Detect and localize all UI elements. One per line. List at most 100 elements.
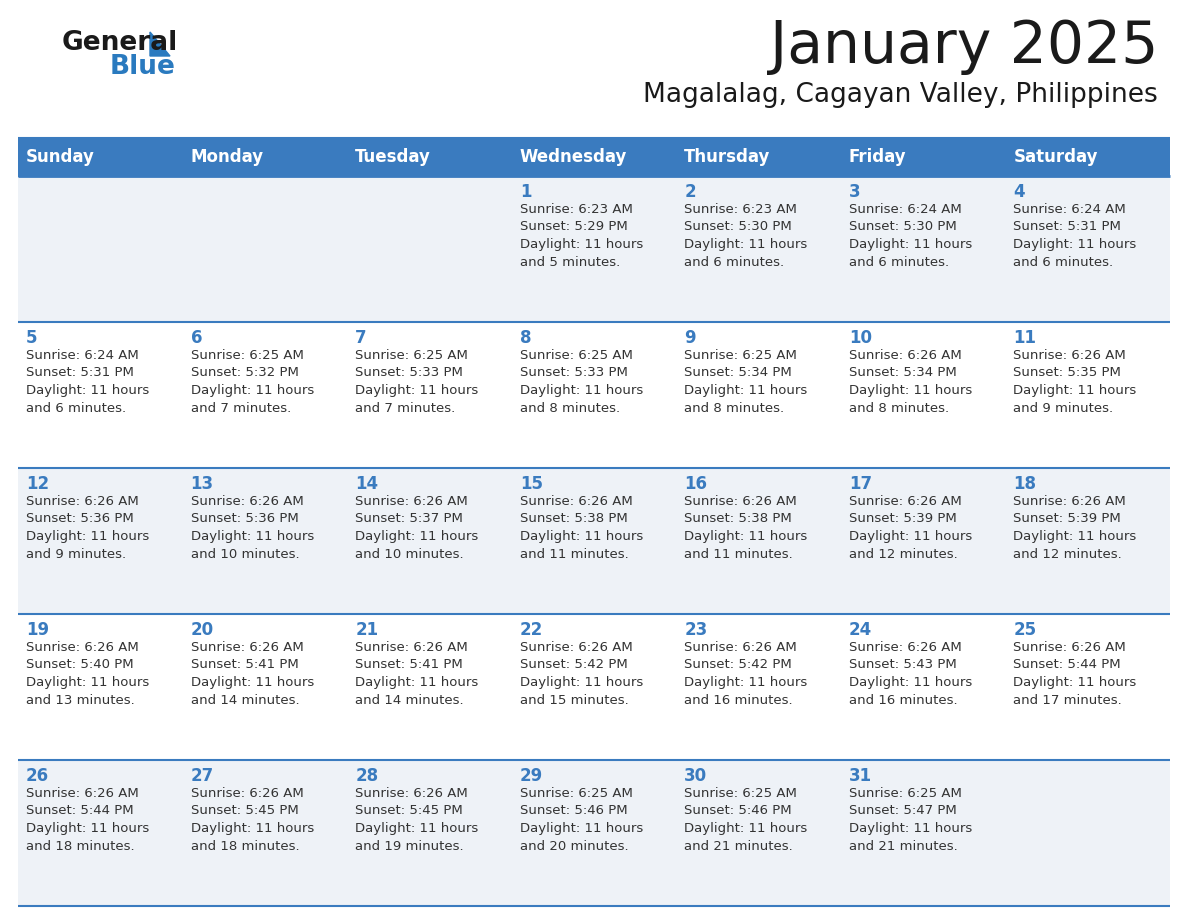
Text: Sunrise: 6:26 AM
Sunset: 5:35 PM
Daylight: 11 hours
and 9 minutes.: Sunrise: 6:26 AM Sunset: 5:35 PM Dayligh… <box>1013 349 1137 415</box>
Text: Sunrise: 6:25 AM
Sunset: 5:46 PM
Daylight: 11 hours
and 21 minutes.: Sunrise: 6:25 AM Sunset: 5:46 PM Dayligh… <box>684 787 808 853</box>
Bar <box>1005 760 1170 906</box>
Text: Sunrise: 6:23 AM
Sunset: 5:30 PM
Daylight: 11 hours
and 6 minutes.: Sunrise: 6:23 AM Sunset: 5:30 PM Dayligh… <box>684 203 808 268</box>
Bar <box>183 322 347 468</box>
Text: 14: 14 <box>355 475 378 493</box>
Text: 15: 15 <box>519 475 543 493</box>
Bar <box>347 760 512 906</box>
Text: Sunrise: 6:23 AM
Sunset: 5:29 PM
Daylight: 11 hours
and 5 minutes.: Sunrise: 6:23 AM Sunset: 5:29 PM Dayligh… <box>519 203 643 268</box>
Bar <box>676 322 841 468</box>
Text: Wednesday: Wednesday <box>519 148 627 166</box>
Text: Sunrise: 6:26 AM
Sunset: 5:42 PM
Daylight: 11 hours
and 16 minutes.: Sunrise: 6:26 AM Sunset: 5:42 PM Dayligh… <box>684 641 808 707</box>
Bar <box>512 760 676 906</box>
Bar <box>1005 614 1170 760</box>
Bar <box>18 176 183 322</box>
Text: 20: 20 <box>190 621 214 639</box>
Bar <box>512 176 676 322</box>
Text: Sunrise: 6:24 AM
Sunset: 5:31 PM
Daylight: 11 hours
and 6 minutes.: Sunrise: 6:24 AM Sunset: 5:31 PM Dayligh… <box>1013 203 1137 268</box>
Text: 22: 22 <box>519 621 543 639</box>
Bar <box>347 138 512 176</box>
Text: Sunrise: 6:26 AM
Sunset: 5:44 PM
Daylight: 11 hours
and 18 minutes.: Sunrise: 6:26 AM Sunset: 5:44 PM Dayligh… <box>26 787 150 853</box>
Bar <box>347 614 512 760</box>
Text: 8: 8 <box>519 329 531 347</box>
Polygon shape <box>150 32 170 56</box>
Text: 3: 3 <box>849 183 860 201</box>
Text: Sunrise: 6:25 AM
Sunset: 5:47 PM
Daylight: 11 hours
and 21 minutes.: Sunrise: 6:25 AM Sunset: 5:47 PM Dayligh… <box>849 787 972 853</box>
Bar <box>183 176 347 322</box>
Text: Sunrise: 6:26 AM
Sunset: 5:41 PM
Daylight: 11 hours
and 14 minutes.: Sunrise: 6:26 AM Sunset: 5:41 PM Dayligh… <box>355 641 479 707</box>
Text: 2: 2 <box>684 183 696 201</box>
Text: Sunrise: 6:26 AM
Sunset: 5:40 PM
Daylight: 11 hours
and 13 minutes.: Sunrise: 6:26 AM Sunset: 5:40 PM Dayligh… <box>26 641 150 707</box>
Text: 19: 19 <box>26 621 49 639</box>
Bar <box>18 468 183 614</box>
Text: 30: 30 <box>684 767 707 785</box>
Text: Sunrise: 6:26 AM
Sunset: 5:36 PM
Daylight: 11 hours
and 10 minutes.: Sunrise: 6:26 AM Sunset: 5:36 PM Dayligh… <box>190 495 314 561</box>
Text: 16: 16 <box>684 475 707 493</box>
Text: 17: 17 <box>849 475 872 493</box>
Text: Sunrise: 6:26 AM
Sunset: 5:41 PM
Daylight: 11 hours
and 14 minutes.: Sunrise: 6:26 AM Sunset: 5:41 PM Dayligh… <box>190 641 314 707</box>
Bar <box>841 614 1005 760</box>
Text: Sunrise: 6:26 AM
Sunset: 5:45 PM
Daylight: 11 hours
and 19 minutes.: Sunrise: 6:26 AM Sunset: 5:45 PM Dayligh… <box>355 787 479 853</box>
Text: Friday: Friday <box>849 148 906 166</box>
Text: Sunrise: 6:26 AM
Sunset: 5:39 PM
Daylight: 11 hours
and 12 minutes.: Sunrise: 6:26 AM Sunset: 5:39 PM Dayligh… <box>1013 495 1137 561</box>
Bar <box>512 322 676 468</box>
Bar <box>676 138 841 176</box>
Text: Sunday: Sunday <box>26 148 95 166</box>
Text: 26: 26 <box>26 767 49 785</box>
Bar <box>841 322 1005 468</box>
Text: Saturday: Saturday <box>1013 148 1098 166</box>
Bar <box>1005 176 1170 322</box>
Text: Sunrise: 6:25 AM
Sunset: 5:33 PM
Daylight: 11 hours
and 8 minutes.: Sunrise: 6:25 AM Sunset: 5:33 PM Dayligh… <box>519 349 643 415</box>
Bar <box>183 468 347 614</box>
Text: Sunrise: 6:25 AM
Sunset: 5:34 PM
Daylight: 11 hours
and 8 minutes.: Sunrise: 6:25 AM Sunset: 5:34 PM Dayligh… <box>684 349 808 415</box>
Text: Sunrise: 6:26 AM
Sunset: 5:34 PM
Daylight: 11 hours
and 8 minutes.: Sunrise: 6:26 AM Sunset: 5:34 PM Dayligh… <box>849 349 972 415</box>
Bar <box>841 138 1005 176</box>
Text: 23: 23 <box>684 621 708 639</box>
Bar <box>18 138 183 176</box>
Bar <box>676 760 841 906</box>
Text: 4: 4 <box>1013 183 1025 201</box>
Bar <box>841 760 1005 906</box>
Bar <box>1005 322 1170 468</box>
Text: 10: 10 <box>849 329 872 347</box>
Text: 28: 28 <box>355 767 378 785</box>
Text: 27: 27 <box>190 767 214 785</box>
Text: 29: 29 <box>519 767 543 785</box>
Text: Sunrise: 6:26 AM
Sunset: 5:45 PM
Daylight: 11 hours
and 18 minutes.: Sunrise: 6:26 AM Sunset: 5:45 PM Dayligh… <box>190 787 314 853</box>
Text: 25: 25 <box>1013 621 1037 639</box>
Text: Monday: Monday <box>190 148 264 166</box>
Text: Thursday: Thursday <box>684 148 771 166</box>
Text: Blue: Blue <box>110 54 176 80</box>
Text: 13: 13 <box>190 475 214 493</box>
Text: 21: 21 <box>355 621 378 639</box>
Text: 7: 7 <box>355 329 367 347</box>
Bar <box>512 468 676 614</box>
Text: 12: 12 <box>26 475 49 493</box>
Text: 18: 18 <box>1013 475 1036 493</box>
Text: January 2025: January 2025 <box>770 18 1158 75</box>
Text: Sunrise: 6:26 AM
Sunset: 5:39 PM
Daylight: 11 hours
and 12 minutes.: Sunrise: 6:26 AM Sunset: 5:39 PM Dayligh… <box>849 495 972 561</box>
Text: 9: 9 <box>684 329 696 347</box>
Bar <box>183 760 347 906</box>
Bar <box>1005 468 1170 614</box>
Text: 1: 1 <box>519 183 531 201</box>
Text: 11: 11 <box>1013 329 1036 347</box>
Bar <box>347 468 512 614</box>
Text: Sunrise: 6:25 AM
Sunset: 5:33 PM
Daylight: 11 hours
and 7 minutes.: Sunrise: 6:25 AM Sunset: 5:33 PM Dayligh… <box>355 349 479 415</box>
Text: Sunrise: 6:26 AM
Sunset: 5:38 PM
Daylight: 11 hours
and 11 minutes.: Sunrise: 6:26 AM Sunset: 5:38 PM Dayligh… <box>519 495 643 561</box>
Text: General: General <box>62 30 178 56</box>
Bar <box>512 138 676 176</box>
Text: Sunrise: 6:24 AM
Sunset: 5:31 PM
Daylight: 11 hours
and 6 minutes.: Sunrise: 6:24 AM Sunset: 5:31 PM Dayligh… <box>26 349 150 415</box>
Text: Sunrise: 6:25 AM
Sunset: 5:32 PM
Daylight: 11 hours
and 7 minutes.: Sunrise: 6:25 AM Sunset: 5:32 PM Dayligh… <box>190 349 314 415</box>
Text: 5: 5 <box>26 329 38 347</box>
Text: Sunrise: 6:26 AM
Sunset: 5:37 PM
Daylight: 11 hours
and 10 minutes.: Sunrise: 6:26 AM Sunset: 5:37 PM Dayligh… <box>355 495 479 561</box>
Bar <box>841 176 1005 322</box>
Text: 6: 6 <box>190 329 202 347</box>
Bar <box>841 468 1005 614</box>
Text: Sunrise: 6:26 AM
Sunset: 5:43 PM
Daylight: 11 hours
and 16 minutes.: Sunrise: 6:26 AM Sunset: 5:43 PM Dayligh… <box>849 641 972 707</box>
Bar <box>512 614 676 760</box>
Text: 24: 24 <box>849 621 872 639</box>
Bar <box>18 760 183 906</box>
Text: Sunrise: 6:26 AM
Sunset: 5:36 PM
Daylight: 11 hours
and 9 minutes.: Sunrise: 6:26 AM Sunset: 5:36 PM Dayligh… <box>26 495 150 561</box>
Text: 31: 31 <box>849 767 872 785</box>
Text: Sunrise: 6:25 AM
Sunset: 5:46 PM
Daylight: 11 hours
and 20 minutes.: Sunrise: 6:25 AM Sunset: 5:46 PM Dayligh… <box>519 787 643 853</box>
